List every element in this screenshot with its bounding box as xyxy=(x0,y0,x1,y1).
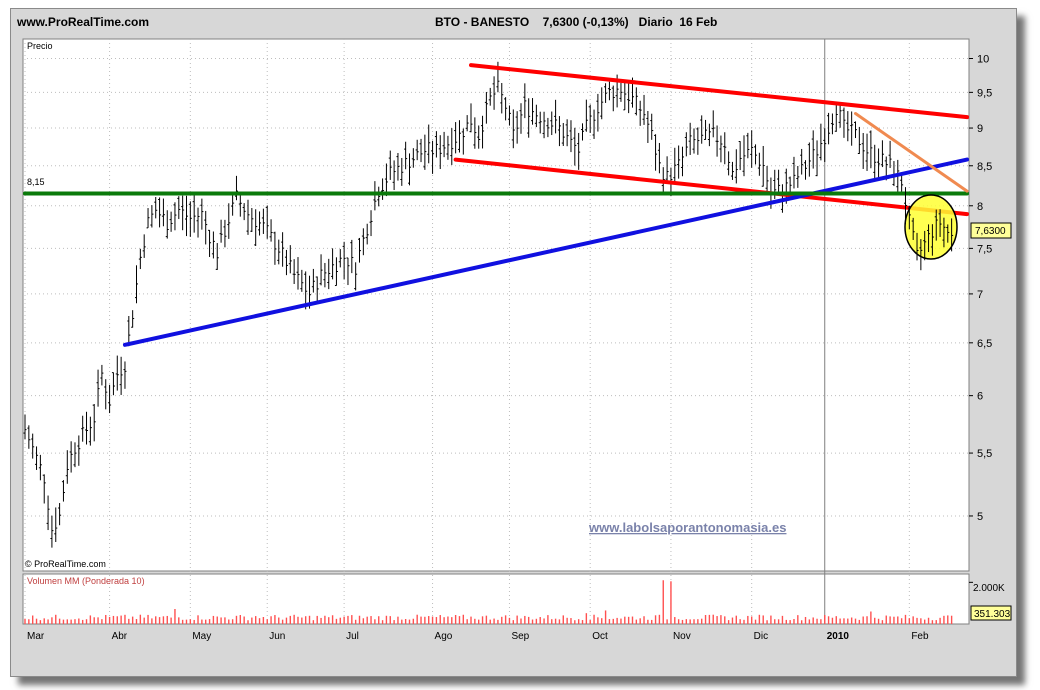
x-tick-label: Jul xyxy=(346,631,359,642)
price-panel-label: Precio xyxy=(27,41,53,51)
trendline xyxy=(453,157,969,217)
volume-panel xyxy=(22,573,970,625)
y-axis: 10 9,5 9 8,5 8 7,5 7 6,5 6 5,5 5 xyxy=(969,54,992,523)
highlight-bars xyxy=(903,187,954,271)
period-label: Diario xyxy=(638,15,673,29)
x-tick-label: Mar xyxy=(27,631,45,642)
y-tick-label: 9,5 xyxy=(977,87,992,99)
date-label: 16 Feb xyxy=(679,15,718,29)
y-tick-label: 8,5 xyxy=(977,161,992,173)
x-tick-label: Jun xyxy=(269,631,285,642)
y-tick-label: 9 xyxy=(977,123,983,135)
price-change: 7,6300 (-0,13%) xyxy=(542,15,629,29)
copyright-label: © ProRealTime.com xyxy=(25,559,106,569)
x-axis: Mar Abr May Jun Jul Ago Sep Oct Nov Dic 2010 Feb xyxy=(27,631,929,642)
x-tick-label: Abr xyxy=(112,631,128,642)
y-tick-label: 7,5 xyxy=(977,243,992,255)
volume-tag: 351.303 xyxy=(974,609,1011,620)
y-tick-label: 10 xyxy=(977,54,989,66)
y-tick-label: 8 xyxy=(977,201,983,213)
volume-bars xyxy=(24,580,973,624)
y-tick-label: 6,5 xyxy=(977,338,992,350)
y-tick-label: 6 xyxy=(977,391,983,403)
chart-window: www.ProRealTime.com BTO - BANESTO 7,6300… xyxy=(10,8,1017,677)
x-tick-label: Oct xyxy=(592,631,608,642)
price-panel xyxy=(22,38,970,572)
last-price-tag: 7,6300 xyxy=(975,226,1006,237)
x-tick-label: Dic xyxy=(754,631,768,642)
x-tick-label: Nov xyxy=(673,631,691,642)
price-bars xyxy=(23,61,904,548)
chart-title: BTO - BANESTO 7,6300 (-0,13%) Diario 16 … xyxy=(435,15,717,29)
watermark: www.labolsaporantonomasia.es xyxy=(588,520,786,535)
level-label: 8,15 xyxy=(27,177,45,187)
trendline xyxy=(853,112,969,193)
x-tick-label: Sep xyxy=(511,631,529,642)
x-tick-label: May xyxy=(192,631,211,642)
instrument-name: BTO - BANESTO xyxy=(435,15,530,29)
last-price-tag-box xyxy=(970,222,1012,239)
volume-tick-label: 2.000K xyxy=(973,583,1005,594)
x-tick-label: Ago xyxy=(435,631,453,642)
price-chart[interactable]: 10 9,5 9 8,5 8 7,5 7 6,5 6 5,5 5 Mar Abr May Jun Jul Ag… xyxy=(11,9,1016,676)
site-label: www.ProRealTime.com xyxy=(17,15,150,29)
x-tick-label: 2010 xyxy=(827,631,850,642)
trendline xyxy=(122,157,969,347)
x-tick-label: Feb xyxy=(911,631,929,642)
y-tick-label: 7 xyxy=(977,289,983,301)
trendline xyxy=(469,63,969,120)
volume-panel-label: Volumen MM (Ponderada 10) xyxy=(27,576,145,586)
volume-tag-box xyxy=(970,605,1012,621)
y-tick-label: 5,5 xyxy=(977,448,992,460)
y-tick-label: 5 xyxy=(977,511,983,523)
trendlines xyxy=(23,63,969,347)
